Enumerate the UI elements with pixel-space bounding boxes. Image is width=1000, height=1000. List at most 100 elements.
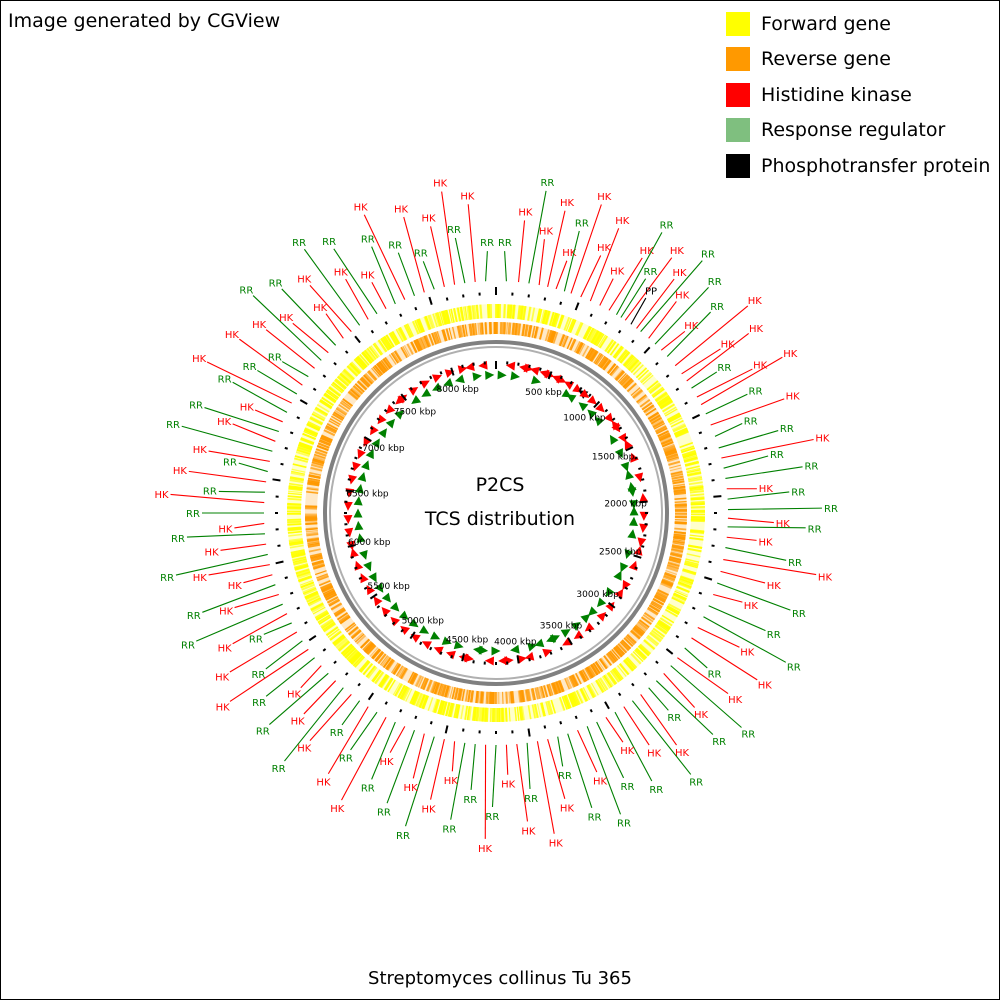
reverse-gene <box>597 355 606 367</box>
tcs-hk-marker <box>523 363 534 373</box>
reverse-gene <box>581 669 589 681</box>
reverse-gene <box>346 623 357 633</box>
forward-gene <box>365 665 376 678</box>
forward-gene <box>301 583 315 591</box>
forward-gene <box>569 693 577 707</box>
tcs-callout-line <box>451 741 456 772</box>
reverse-gene <box>307 478 320 483</box>
tcs-callout-line <box>220 543 267 551</box>
tcs-callout-line <box>623 706 650 746</box>
tcs-callout-line <box>716 582 791 611</box>
ruler-minor-tick <box>618 596 623 600</box>
forward-gene <box>287 520 302 523</box>
forward-gene <box>327 628 340 638</box>
tcs-callout-line <box>516 743 529 822</box>
reverse-gene <box>308 474 321 478</box>
tcs-hk-marker <box>348 474 358 485</box>
reverse-gene <box>414 339 422 352</box>
outer-major-tick <box>604 701 610 710</box>
ruler-major-tick <box>567 637 573 646</box>
tcs-pp-label: PP <box>645 287 657 298</box>
forward-gene <box>541 702 546 717</box>
reverse-gene <box>625 634 637 645</box>
forward-gene <box>292 463 307 469</box>
forward-gene <box>307 420 321 429</box>
reverse-gene <box>671 545 684 549</box>
reverse-gene <box>641 401 653 410</box>
tcs-rr-marker <box>374 582 384 593</box>
reverse-gene <box>648 604 660 613</box>
forward-gene <box>413 692 421 706</box>
tcs-callout-line <box>239 338 303 386</box>
outer-minor-tick <box>708 560 712 564</box>
reverse-gene <box>353 632 364 642</box>
tcs-hk-marker <box>498 656 508 666</box>
tcs-callout-line <box>526 742 531 789</box>
forward-gene <box>584 326 593 340</box>
tcs-callout-line <box>727 526 806 529</box>
tcs-callout-line <box>654 286 709 345</box>
tcs-hk-label: HK <box>521 826 536 837</box>
reverse-gene <box>413 340 421 352</box>
reverse-gene <box>626 382 637 393</box>
forward-gene <box>372 670 382 683</box>
tcs-rr-label: RR <box>256 727 270 738</box>
forward-gene <box>399 326 408 341</box>
reverse-gene <box>674 497 687 501</box>
tcs-rr-label: RR <box>203 487 217 498</box>
tcs-callout-line <box>208 564 270 576</box>
forward-gene <box>684 561 699 567</box>
forward-gene <box>550 699 557 714</box>
reverse-gene <box>321 584 333 591</box>
outer-minor-tick <box>617 692 622 697</box>
forward-gene <box>651 386 664 397</box>
forward-gene <box>659 617 673 627</box>
forward-gene <box>435 312 442 327</box>
forward-gene <box>349 651 361 664</box>
tcs-callout-line <box>725 466 803 479</box>
tcs-rr-marker <box>411 395 422 405</box>
forward-gene <box>334 378 347 389</box>
forward-gene <box>667 414 682 423</box>
tcs-rr-marker <box>605 586 615 597</box>
reverse-gene <box>568 675 576 688</box>
tcs-hk-label: HK <box>593 776 608 787</box>
reverse-gene <box>513 322 517 336</box>
reverse-gene <box>602 359 612 371</box>
reverse-gene <box>530 688 535 701</box>
reverse-gene <box>615 371 625 382</box>
tcs-callout-line <box>608 257 643 311</box>
tcs-callout-line <box>563 230 580 292</box>
reverse-gene <box>385 659 395 670</box>
forward-gene <box>448 309 453 324</box>
tcs-callout-line <box>705 393 748 415</box>
forward-gene <box>609 670 620 683</box>
reverse-gene <box>312 459 325 465</box>
reverse-gene <box>459 325 464 338</box>
reverse-gene <box>671 475 684 480</box>
tcs-rr-label: RR <box>788 558 802 569</box>
forward-gene <box>383 677 393 691</box>
reverse-gene <box>649 604 661 612</box>
reverse-gene <box>432 332 439 345</box>
forward-gene <box>689 486 704 489</box>
forward-gene <box>398 327 407 341</box>
forward-gene <box>476 304 480 319</box>
legend-swatch-reverse-gene <box>726 47 750 72</box>
tcs-rr-label: RR <box>787 662 801 673</box>
ruler-major-tick <box>593 400 601 409</box>
forward-gene <box>626 657 637 669</box>
tcs-rr-marker <box>491 646 501 656</box>
reverse-gene <box>356 634 367 645</box>
forward-gene <box>302 586 317 594</box>
forward-gene <box>514 707 518 722</box>
reverse-gene <box>670 472 684 477</box>
tcs-hk-label: HK <box>721 340 736 351</box>
reverse-gene <box>672 540 685 544</box>
forward-gene <box>368 346 379 359</box>
reverse-gene <box>660 581 673 588</box>
reverse-gene <box>584 667 592 680</box>
outer-minor-tick <box>631 682 635 687</box>
legend-label-histidine-kinase: Histidine kinase <box>761 83 912 106</box>
forward-gene <box>469 305 473 320</box>
